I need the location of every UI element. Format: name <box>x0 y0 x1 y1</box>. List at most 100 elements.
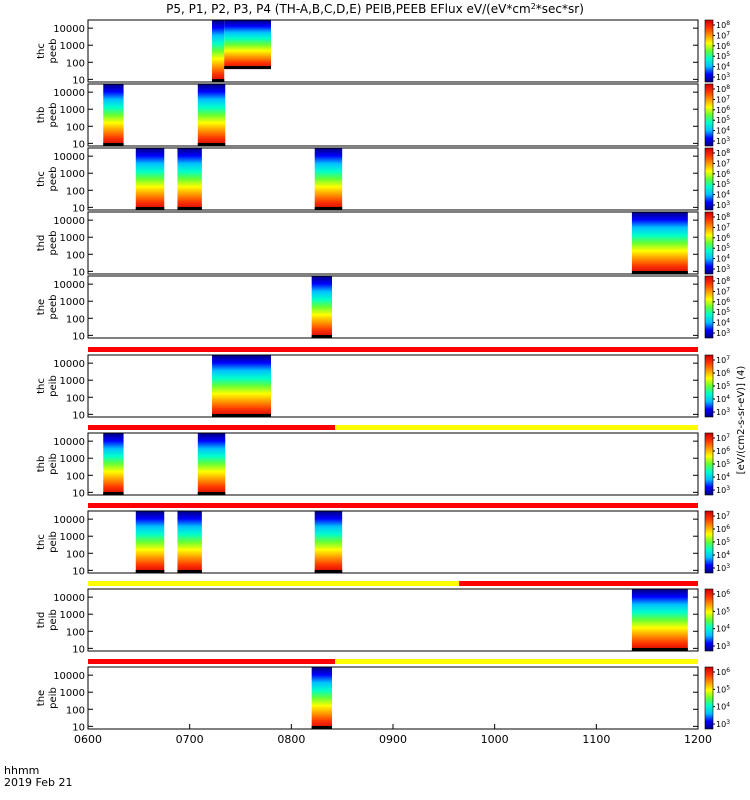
colorbar-tick-label: 104 <box>716 624 730 634</box>
spectrogram-block <box>135 148 165 210</box>
y-tick-label: 100 <box>66 549 85 560</box>
y-tick-label: 1000 <box>60 454 85 465</box>
colorbar <box>704 83 714 147</box>
panel-probe-label: thc <box>36 171 47 187</box>
time-axis: 0600 0700 0800 0900 1000 1100 1200 <box>74 724 712 746</box>
panel-frame <box>87 147 699 211</box>
colorbar-tick-label: 104 <box>716 394 730 404</box>
panel-probe-label: thd <box>36 612 47 629</box>
colorbar-tick-label: 104 <box>716 126 730 136</box>
colorbar-tick-label: 105 <box>716 606 730 616</box>
colorbar-tick-label: 106 <box>716 524 730 534</box>
colorbar-tick-label: 105 <box>716 243 730 253</box>
panel-product-label: peib <box>48 453 59 475</box>
colorbar-tick-label: 103 <box>716 407 730 417</box>
colorbar-tick-label: 106 <box>716 233 730 243</box>
colorbar-tick-label: 105 <box>716 307 730 317</box>
y-tick-label: 10000 <box>53 593 85 604</box>
x-tick-label: 1100 <box>582 733 610 746</box>
panel-product-label: peib <box>48 609 59 631</box>
colorbar-tick-label: 108 <box>716 20 730 30</box>
y-tick-label: 1000 <box>60 688 85 699</box>
y-tick-label: 1000 <box>60 233 85 244</box>
spectrogram-block-edge <box>314 207 343 210</box>
y-tick-label: 10000 <box>53 216 85 227</box>
colorbar-tick-label: 105 <box>716 115 730 125</box>
colorbar <box>704 275 714 339</box>
x-tick-label: 0700 <box>176 733 204 746</box>
spectrogram-block-edge <box>103 492 124 495</box>
spectrogram-block-edge <box>197 143 226 146</box>
panel-product-label: peeb <box>48 167 59 192</box>
colorbar-tick-label: 103 <box>716 641 730 651</box>
x-tick-label: 1000 <box>481 733 509 746</box>
spectrogram-block <box>224 20 271 70</box>
y-tick-label: 100 <box>66 58 85 69</box>
colorbar-tick-label: 104 <box>716 190 730 200</box>
spectrogram-block <box>103 84 124 146</box>
y-tick-label: 10000 <box>53 24 85 35</box>
y-tick-label: 100 <box>66 471 85 482</box>
panel-probe-label: the <box>36 299 47 315</box>
colorbar-unit-label: [eV/(cm2-s-sr-eV)] (4) <box>736 366 747 475</box>
colorbar <box>704 510 714 574</box>
mode-bar-segment <box>88 581 460 586</box>
colorbar-tick-label: 107 <box>716 355 730 365</box>
panel-frame <box>87 354 699 418</box>
colorbar-tick-label: 105 <box>716 51 730 61</box>
colorbar-tick-label: 108 <box>716 212 730 222</box>
colorbar-tick-label: 107 <box>716 30 730 40</box>
panel-product-label: peeb <box>48 39 59 64</box>
colorbar-tick-label: 106 <box>716 667 730 677</box>
panel-9: 10000 1000 100 10 thd peib 106 105 104 103 <box>36 581 730 655</box>
y-tick-label: 10000 <box>53 671 85 682</box>
colorbar <box>704 19 714 83</box>
panel-7: 10000 1000 100 10 thb peib 107 106 105 104 103 <box>36 425 730 499</box>
colorbar-tick-label: 106 <box>716 169 730 179</box>
colorbar-tick-label: 105 <box>716 537 730 547</box>
panel-10: 10000 1000 100 10 the peib 106 105 104 103 <box>36 659 730 733</box>
panel-product-label: peib <box>48 375 59 397</box>
colorbar-tick-label: 107 <box>716 158 730 168</box>
spectrogram-block <box>631 212 688 274</box>
y-tick-label: 100 <box>66 705 85 716</box>
y-tick-label: 100 <box>66 186 85 197</box>
spectrogram-block <box>311 667 332 729</box>
mode-bar-segment <box>335 659 698 664</box>
panel-product-label: peeb <box>48 295 59 320</box>
colorbar-tick-label: 106 <box>716 105 730 115</box>
mode-bar-segment <box>88 659 336 664</box>
spectrogram-block-edge <box>197 492 226 495</box>
spectrogram-block-edge <box>135 207 165 210</box>
mode-bar-segment <box>88 425 336 430</box>
x-tick-label: 1200 <box>684 733 712 746</box>
y-tick-label: 1000 <box>60 41 85 52</box>
y-tick-label: 10000 <box>53 88 85 99</box>
panel-frame <box>87 432 699 496</box>
panel-probe-label: thc <box>36 378 47 394</box>
y-tick-label: 1000 <box>60 169 85 180</box>
spectrogram-block <box>177 511 202 573</box>
spectrogram-block-edge <box>224 66 271 70</box>
panel-probe-label: thc <box>36 534 47 550</box>
spectrogram-block-edge <box>631 648 688 651</box>
panel-frame <box>87 588 699 652</box>
spectrogram-block-edge <box>212 79 225 82</box>
panel-frame <box>87 211 699 275</box>
y-tick-label: 10 <box>72 267 85 278</box>
colorbar-tick-label: 103 <box>716 328 730 338</box>
y-tick-label: 1000 <box>60 105 85 116</box>
colorbar-tick-label: 105 <box>716 684 730 694</box>
spectrogram-block <box>212 20 225 82</box>
colorbar-tick-label: 106 <box>716 41 730 51</box>
spectrogram-block <box>212 355 271 417</box>
colorbar <box>704 588 714 652</box>
mode-bar-segment <box>88 347 698 352</box>
panel-frame <box>87 666 699 730</box>
colorbar-tick-label: 104 <box>716 472 730 482</box>
panel-6: 10000 1000 100 10 thc peib 107 106 105 104 103 <box>36 347 730 421</box>
